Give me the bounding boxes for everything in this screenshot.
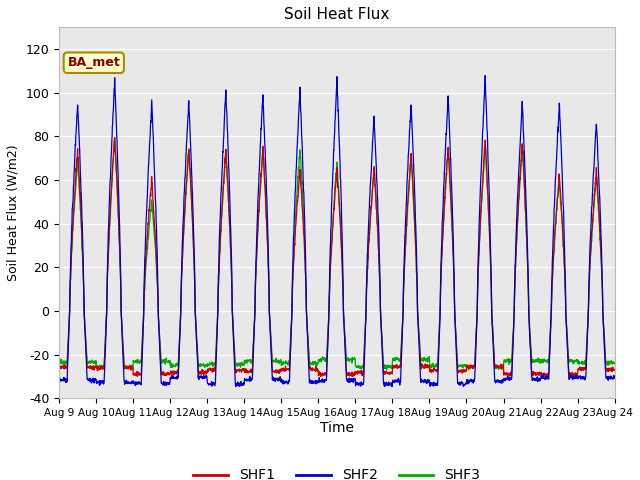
SHF2	[353, 380, 361, 385]
SHF2	[562, 316, 570, 322]
SHF3	[353, 364, 361, 370]
SHF1	[353, 369, 361, 375]
Text: BA_met: BA_met	[67, 56, 120, 69]
Title: Soil Heat Flux: Soil Heat Flux	[284, 7, 390, 22]
SHF2	[365, 207, 373, 213]
SHF2	[210, 380, 218, 386]
SHF1	[55, 365, 63, 371]
Line: SHF3: SHF3	[59, 139, 614, 370]
X-axis label: Time: Time	[320, 421, 354, 435]
SHF1	[365, 239, 373, 245]
SHF2	[232, 384, 240, 390]
SHF3	[465, 367, 472, 373]
SHF3	[365, 237, 373, 242]
Line: SHF1: SHF1	[59, 138, 614, 377]
SHF3	[577, 361, 585, 367]
SHF1	[211, 365, 218, 371]
SHF1	[111, 135, 118, 141]
SHF2	[577, 375, 585, 381]
SHF3	[499, 364, 506, 370]
Line: SHF2: SHF2	[59, 75, 614, 387]
SHF2	[481, 72, 489, 78]
SHF1	[499, 363, 506, 369]
SHF1	[562, 315, 570, 321]
SHF3	[55, 358, 63, 363]
SHF3	[562, 313, 570, 319]
SHF3	[111, 136, 118, 142]
SHF2	[611, 375, 618, 381]
Legend: SHF1, SHF2, SHF3: SHF1, SHF2, SHF3	[188, 463, 486, 480]
SHF1	[577, 368, 585, 373]
SHF2	[55, 378, 63, 384]
SHF1	[542, 374, 550, 380]
SHF1	[611, 367, 618, 372]
SHF3	[211, 360, 218, 366]
Y-axis label: Soil Heat Flux (W/m2): Soil Heat Flux (W/m2)	[7, 144, 20, 281]
SHF2	[499, 380, 506, 386]
SHF3	[611, 361, 618, 367]
